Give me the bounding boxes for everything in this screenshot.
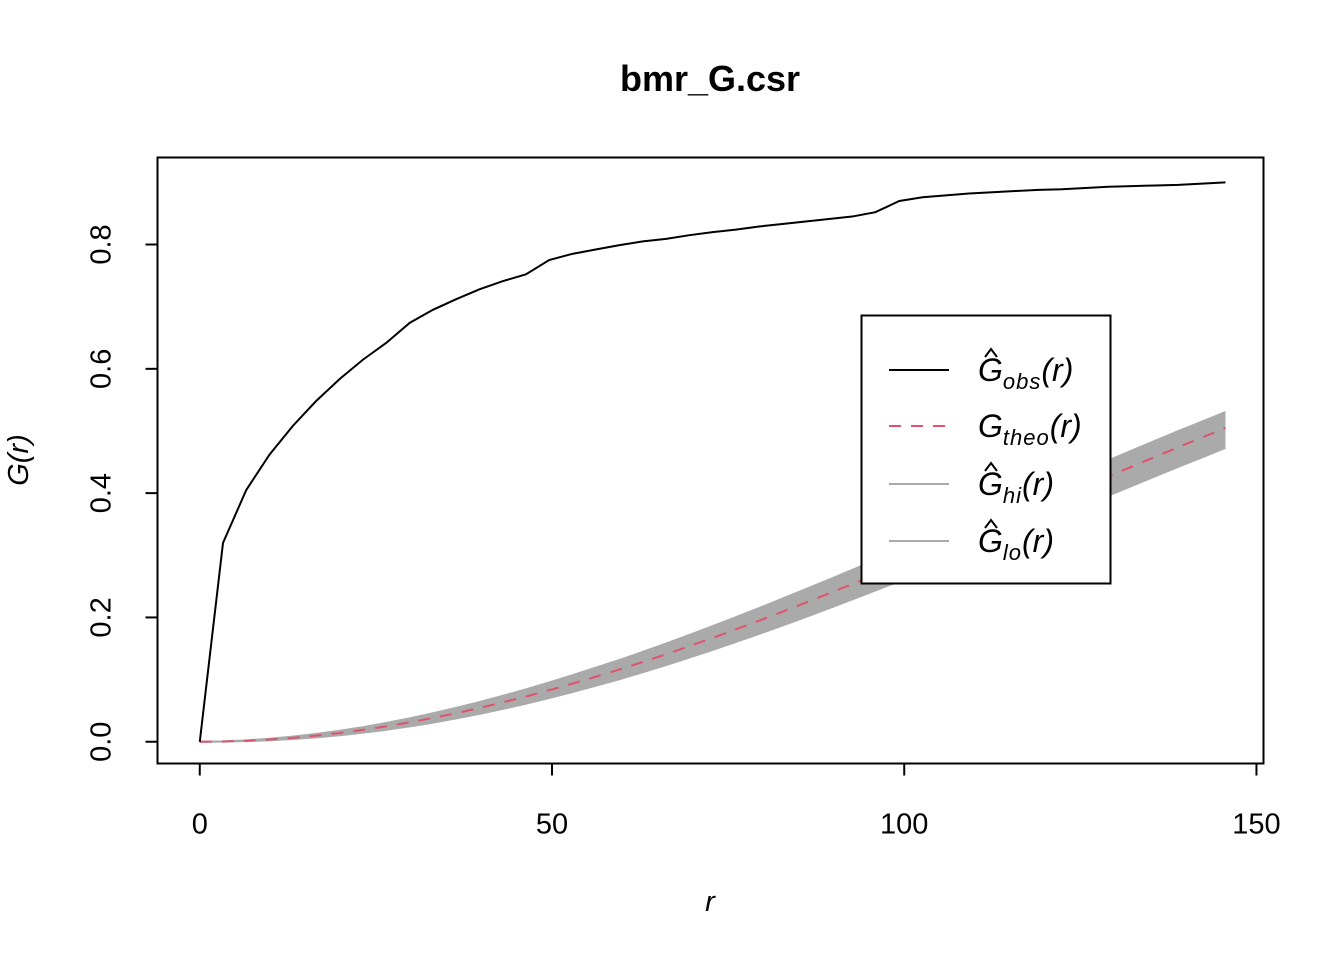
y-tick-label: 0.4 bbox=[86, 473, 118, 513]
legend: Gobs(r) Gtheo(r) Ghi(r) Glo(r) bbox=[860, 314, 1112, 585]
y-tick-label: 0.8 bbox=[86, 224, 118, 264]
x-tick-label: 150 bbox=[1232, 809, 1280, 841]
y-axis: 0.0 0.2 0.4 0.6 0.8 bbox=[86, 224, 159, 762]
legend-label: Ghi(r) bbox=[978, 466, 1054, 508]
y-tick-label: 0.2 bbox=[86, 597, 118, 637]
x-axis-label: r bbox=[705, 886, 716, 918]
chart-title: bmr_G.csr bbox=[620, 58, 800, 99]
y-tick-label: 0.0 bbox=[86, 722, 118, 762]
series-line-g-obs bbox=[198, 181, 1226, 742]
hat-mark bbox=[984, 461, 998, 472]
hat-mark bbox=[984, 347, 998, 358]
x-tick-label: 0 bbox=[192, 809, 208, 841]
legend-label: Gtheo(r) bbox=[978, 408, 1082, 450]
y-tick-label: 0.6 bbox=[86, 349, 118, 389]
legend-box bbox=[860, 314, 1112, 585]
x-tick-label: 50 bbox=[536, 809, 568, 841]
legend-label: Glo(r) bbox=[978, 523, 1054, 565]
legend-label: Gobs(r) bbox=[978, 352, 1073, 394]
hat-mark bbox=[984, 518, 998, 529]
y-axis-label: G(r) bbox=[3, 434, 35, 486]
x-tick-label: 100 bbox=[880, 809, 928, 841]
x-axis: 0 50 100 150 bbox=[192, 762, 1281, 841]
